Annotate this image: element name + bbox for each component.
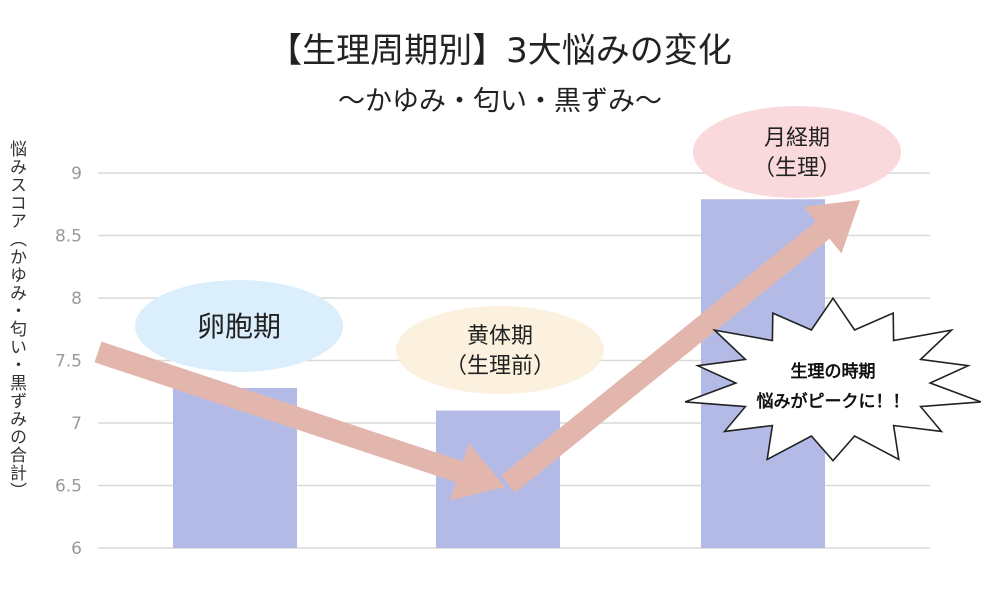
y-tick-label: 8.5 — [55, 227, 82, 247]
trend-arrow — [94, 341, 505, 501]
y-tick-label: 6 — [71, 539, 82, 559]
category-labels: 卵胞期 黄体期 （生理前） 月経期 （生理） — [135, 106, 901, 394]
category-label: 黄体期 — [467, 324, 533, 349]
category-label: 月経期 — [764, 126, 830, 151]
y-axis-ticks: 6 6.5 7 7.5 8 8.5 9 — [55, 164, 82, 559]
trend-arrow — [501, 200, 860, 493]
category-label: 卵胞期 — [197, 310, 281, 343]
y-axis-label: 悩みスコア（かゆみ・匂い・黒ずみの合計） — [6, 140, 26, 500]
category-label-bubble — [693, 106, 901, 198]
y-tick-label: 6.5 — [55, 477, 82, 497]
y-tick-label: 9 — [71, 164, 82, 184]
trend-arrows — [94, 200, 860, 501]
annotation-text: 悩みがピークに！！ — [757, 391, 910, 412]
category-label: （生理） — [753, 156, 841, 181]
chart-title: 【生理周期別】3大悩みの変化 — [268, 31, 732, 71]
y-tick-label: 8 — [71, 289, 82, 309]
chart-subtitle: ～かゆみ・匂い・黒ずみ～ — [338, 86, 662, 117]
starburst — [684, 296, 982, 462]
y-tick-label: 7.5 — [55, 352, 82, 372]
category-label-bubble — [396, 306, 604, 394]
annotation-text: 生理の時期 — [791, 361, 876, 382]
category-label: （生理前） — [445, 354, 555, 379]
category-label-bubble — [135, 280, 343, 372]
y-tick-label: 7 — [71, 414, 82, 434]
